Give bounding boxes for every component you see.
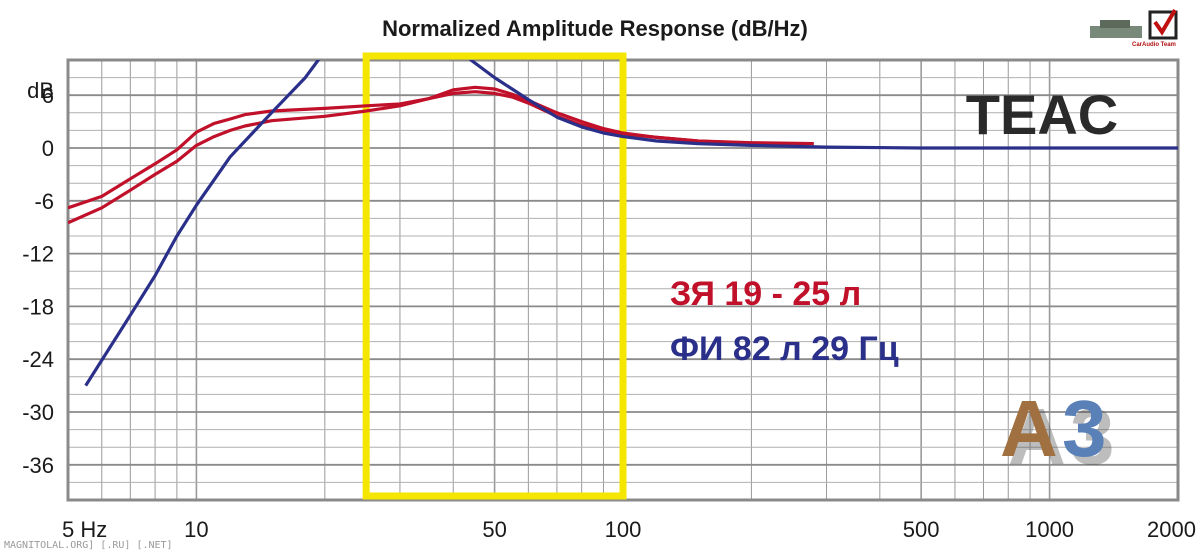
series-line-1 bbox=[68, 90, 814, 210]
y-tick-labels: 6 0 -6 -12 -18 -24 -30 -36 bbox=[22, 83, 54, 478]
y-axis-label: dB bbox=[27, 78, 54, 103]
a3-logo-icon: A A 3 3 bbox=[1000, 384, 1115, 481]
y-tick-label: -18 bbox=[22, 294, 54, 319]
brand-label: TEAC bbox=[966, 83, 1118, 146]
x-tick-label: 10 bbox=[184, 517, 208, 542]
watermark: MAGNITOLAL.ORG] [.RU] [.NET] bbox=[4, 540, 173, 551]
svg-text:3: 3 bbox=[1070, 392, 1115, 481]
y-tick-label: -6 bbox=[34, 189, 54, 214]
series-lines bbox=[68, 60, 1178, 387]
y-tick-label: -30 bbox=[22, 400, 54, 425]
x-tick-label: 1000 bbox=[1025, 517, 1074, 542]
series-line-3 bbox=[84, 60, 1178, 387]
annotation-bass-reflex: ФИ 82 л 29 Гц bbox=[670, 330, 899, 368]
x-tick-label: 100 bbox=[605, 517, 642, 542]
x-tick-label: 50 bbox=[482, 517, 506, 542]
x-tick-labels: 5 Hz 10 50 100 500 1000 2000 bbox=[62, 517, 1196, 542]
x-tick-label: 2000 bbox=[1147, 517, 1196, 542]
badge-text: CarAudio Team bbox=[1132, 42, 1176, 48]
svg-text:A: A bbox=[1008, 392, 1066, 481]
highlight-box bbox=[362, 52, 627, 500]
y-tick-label: -36 bbox=[22, 453, 54, 478]
y-tick-label: -12 bbox=[22, 242, 54, 267]
x-tick-label: 5 Hz bbox=[62, 517, 107, 542]
caraudio-logo-icon: CarAudio Team bbox=[1090, 8, 1178, 48]
x-tick-label: 500 bbox=[903, 517, 940, 542]
y-tick-label: 0 bbox=[42, 136, 54, 161]
series-line-2 bbox=[68, 85, 793, 225]
annotation-box-volume: ЗЯ 19 - 25 л bbox=[670, 275, 861, 313]
chart-title: Normalized Amplitude Response (dB/Hz) bbox=[382, 16, 808, 41]
y-tick-label: -24 bbox=[22, 347, 54, 372]
svg-text:3: 3 bbox=[1062, 384, 1107, 473]
svg-text:A: A bbox=[1000, 384, 1058, 473]
y-tick-label: 6 bbox=[42, 83, 54, 108]
